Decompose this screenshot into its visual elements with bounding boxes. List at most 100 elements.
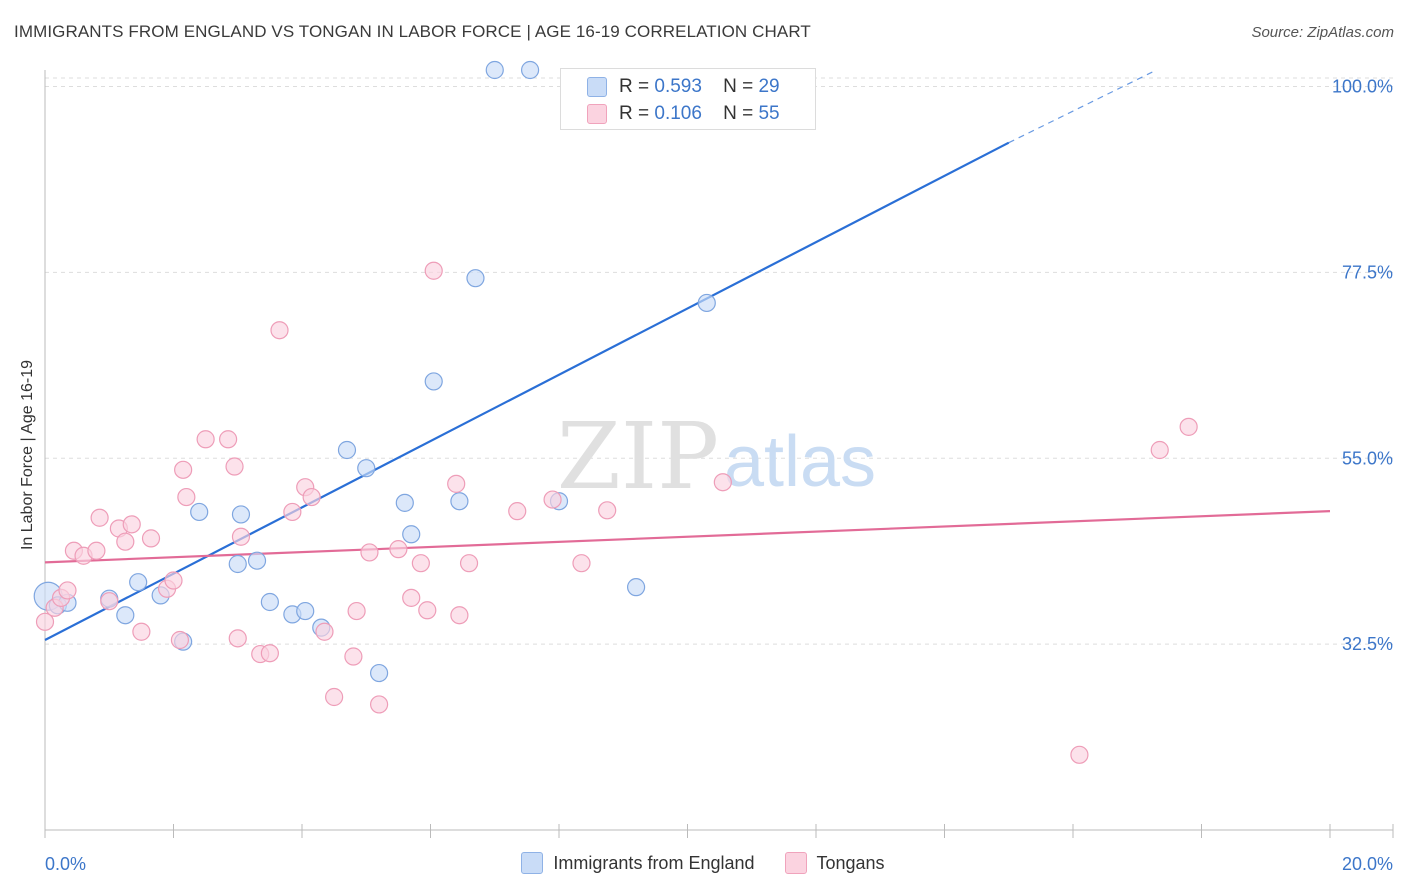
england-point: [116, 606, 135, 625]
x-tick-label: 20.0%: [1342, 854, 1393, 874]
tongan-point: [35, 612, 55, 631]
legend-swatch-england: [521, 852, 544, 874]
source-label: Source: ZipAtlas.com: [1251, 24, 1394, 41]
england-point: [357, 459, 376, 478]
chart-title: IMMIGRANTS FROM ENGLAND VS TONGAN IN LAB…: [14, 22, 811, 41]
tongan-point: [572, 554, 591, 573]
tongan-point: [344, 647, 363, 666]
tongan-point: [1179, 417, 1198, 436]
england-swatch: [587, 77, 607, 97]
axes: [44, 70, 1394, 838]
tongan-point: [713, 473, 732, 492]
tongan-point: [447, 474, 466, 493]
n-label: N =: [723, 103, 754, 124]
england-point: [626, 578, 646, 597]
watermark-zip: ZIP: [557, 403, 719, 510]
r-value-england: 0.593: [654, 76, 702, 97]
r-label: R =: [619, 103, 650, 124]
england-point: [485, 60, 504, 80]
tongan-point: [283, 502, 302, 522]
data-points: [33, 60, 1198, 764]
y-tick-label: 32.5%: [1342, 634, 1393, 654]
tongan-point: [418, 601, 437, 620]
tongan-point: [100, 592, 119, 611]
england-trend-line: [44, 141, 1010, 641]
tongan-point: [228, 629, 247, 648]
tongan-point: [347, 601, 366, 621]
tongan-point: [177, 487, 196, 507]
tongan-point: [402, 588, 421, 607]
tongan-point: [270, 321, 289, 340]
tongan-point: [360, 543, 379, 562]
tongan-point: [424, 261, 443, 280]
n-value-tongan: 55: [758, 103, 780, 124]
n-label: N =: [723, 76, 754, 97]
tongan-point: [450, 606, 469, 625]
england-point: [129, 573, 148, 592]
tick-labels: 100.0% 77.5% 55.0% 32.5% 0.0% 20.0%: [45, 77, 1393, 874]
y-axis-label: In Labor Force | Age 16-19: [19, 359, 36, 551]
tongan-point: [1150, 440, 1169, 460]
tongan-point: [508, 502, 527, 521]
tongan-swatch: [587, 104, 607, 124]
y-tick-label: 100.0%: [1332, 77, 1393, 97]
england-point: [296, 601, 315, 621]
legend-item-england[interactable]: Immigrants from England: [521, 852, 755, 874]
grid-lines: [45, 77, 1393, 645]
england-trend-extension: [1008, 69, 1157, 144]
tongan-point: [231, 527, 251, 546]
tongan-point: [370, 695, 389, 714]
tongan-point: [174, 460, 193, 479]
england-point: [697, 293, 716, 313]
tongan-point: [1070, 745, 1089, 764]
england-point: [190, 502, 209, 522]
tongan-point: [411, 554, 430, 573]
legend-label-england: Immigrants from England: [553, 852, 755, 873]
england-point: [402, 525, 421, 544]
tongan-point: [219, 430, 238, 449]
tongan-point: [302, 487, 321, 507]
tongan-point: [87, 541, 106, 560]
tongan-point: [459, 554, 479, 573]
n-value-england: 29: [758, 76, 780, 97]
england-point: [231, 505, 251, 524]
tongan-point: [164, 571, 183, 590]
england-point: [337, 440, 357, 460]
tongan-point: [598, 501, 617, 520]
bottom-legend: Immigrants from England Tongans: [0, 852, 1406, 874]
tongan-point: [389, 540, 408, 559]
tongan-point: [90, 508, 109, 527]
tongan-point: [170, 630, 190, 650]
tongan-point: [260, 644, 279, 663]
legend-label-tongan: Tongans: [816, 852, 885, 873]
r-label: R =: [619, 76, 650, 97]
stats-legend: R = 0.593 N = 29 R = 0.106 N = 55: [560, 68, 816, 130]
tongan-point: [325, 687, 344, 707]
england-point: [520, 60, 540, 80]
legend-swatch-tongan: [784, 852, 807, 874]
england-point: [395, 493, 414, 512]
england-point: [424, 372, 443, 391]
england-point: [450, 492, 469, 511]
y-tick-label: 55.0%: [1342, 448, 1393, 468]
england-point: [260, 592, 279, 612]
tongan-point: [58, 581, 77, 600]
x-tick-label: 0.0%: [45, 854, 86, 874]
tongan-point: [116, 532, 135, 551]
trend-lines: [44, 69, 1331, 641]
tongan-point: [543, 490, 562, 509]
legend-item-tongan[interactable]: Tongans: [784, 852, 885, 874]
england-point: [247, 551, 267, 570]
y-tick-label: 77.5%: [1342, 262, 1393, 282]
tongan-point: [315, 622, 334, 641]
england-point: [370, 663, 389, 683]
tongan-point: [122, 515, 141, 534]
watermark: ZIP atlas: [557, 403, 876, 510]
tongan-point: [132, 622, 151, 641]
tongan-point: [196, 430, 215, 449]
tongan-point: [141, 529, 161, 548]
tongan-point: [225, 457, 244, 476]
watermark-atlas: atlas: [724, 422, 876, 502]
england-point: [228, 554, 247, 574]
